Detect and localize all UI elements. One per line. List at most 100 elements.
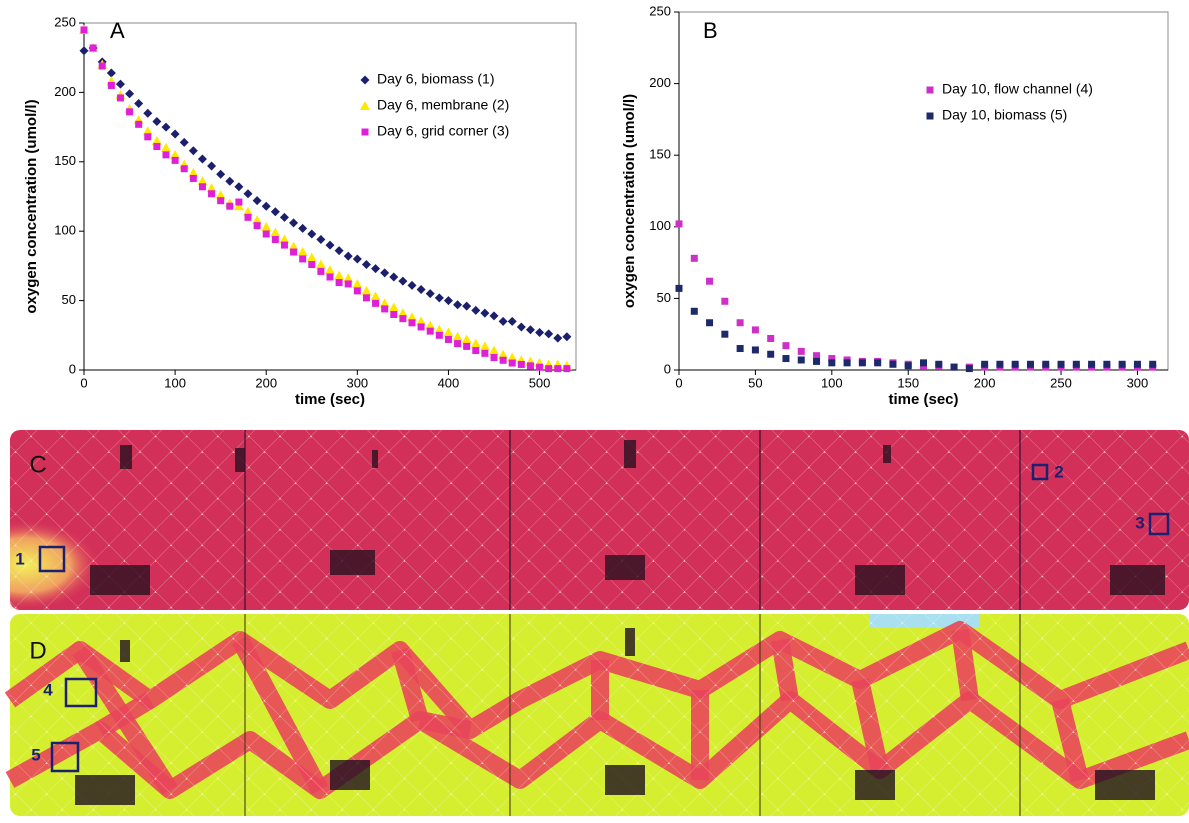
marker <box>161 122 171 132</box>
marker <box>706 277 714 285</box>
marker <box>162 151 170 159</box>
y-tick-label: 200 <box>649 75 671 90</box>
marker <box>107 81 115 89</box>
marker <box>335 279 343 287</box>
marker <box>261 201 271 211</box>
marker <box>261 222 272 232</box>
marker <box>380 268 390 278</box>
marker <box>425 289 435 299</box>
y-tick-label: 100 <box>649 218 671 233</box>
marker <box>1133 360 1141 368</box>
marker <box>197 176 208 186</box>
y-axis-title: oxygen concentration (umol/l) <box>23 99 40 313</box>
marker <box>206 183 217 193</box>
marker <box>399 315 407 323</box>
region-box <box>1031 463 1049 481</box>
x-tick-label: 200 <box>255 375 277 390</box>
marker <box>461 334 472 344</box>
marker <box>782 355 790 363</box>
marker <box>379 298 390 308</box>
region-box <box>1148 512 1170 536</box>
marker <box>751 346 759 354</box>
marker <box>797 356 805 364</box>
marker <box>125 89 135 99</box>
marker <box>98 62 106 70</box>
region-label: 3 <box>1135 513 1144 532</box>
y-tick-label: 250 <box>54 14 76 29</box>
marker <box>706 319 714 327</box>
marker <box>490 354 498 362</box>
marker <box>280 241 288 249</box>
marker <box>298 223 308 233</box>
marker <box>243 206 253 216</box>
marker <box>234 182 244 192</box>
legend-marker <box>926 112 934 120</box>
x-tick-label: 50 <box>748 375 762 390</box>
marker <box>920 359 927 367</box>
y-tick-label: 100 <box>54 223 76 238</box>
marker <box>507 352 518 362</box>
marker <box>517 360 525 368</box>
y-tick-label: 150 <box>54 153 76 168</box>
legend-marker <box>360 75 370 85</box>
marker <box>270 207 280 217</box>
marker <box>489 311 499 321</box>
image-panel-d <box>4 614 1189 816</box>
x-tick-label: 100 <box>821 375 843 390</box>
marker <box>299 255 307 263</box>
marker <box>290 248 298 256</box>
x-tick-label: 100 <box>164 375 186 390</box>
grid-texture <box>10 430 1189 610</box>
marker <box>443 327 454 337</box>
marker <box>553 333 563 343</box>
marker <box>479 341 490 351</box>
marker <box>171 156 179 164</box>
x-tick-label: 200 <box>974 375 996 390</box>
marker <box>454 340 462 348</box>
marker <box>244 213 252 221</box>
marker <box>306 252 317 262</box>
y-tick-label: 50 <box>62 292 76 307</box>
marker <box>507 316 517 326</box>
marker <box>198 183 206 191</box>
marker <box>115 79 125 89</box>
legend-text: Day 10, biomass (5) <box>942 107 1067 123</box>
marker <box>425 320 436 330</box>
marks <box>90 440 1165 595</box>
marker <box>462 301 472 311</box>
marker <box>408 319 416 327</box>
marker <box>828 359 836 367</box>
marker <box>308 261 316 269</box>
marker <box>904 362 912 370</box>
marker <box>372 299 380 307</box>
x-tick-label: 0 <box>675 375 682 390</box>
marker <box>545 365 553 373</box>
marker <box>434 324 445 334</box>
legend-text: Day 10, flow channel (4) <box>942 81 1093 97</box>
marker <box>950 363 958 371</box>
marker <box>407 280 417 290</box>
marker <box>170 149 181 159</box>
marker <box>126 108 134 116</box>
marker <box>217 197 225 205</box>
marker <box>252 215 263 225</box>
marker <box>1149 360 1157 368</box>
marker <box>1072 360 1080 368</box>
legend-marker <box>926 86 934 94</box>
marker <box>426 327 434 335</box>
marker <box>352 254 362 264</box>
marker <box>443 296 453 306</box>
panel-label: A <box>110 18 125 43</box>
marker <box>216 169 226 179</box>
marker <box>362 294 370 302</box>
marker <box>188 146 198 156</box>
marker <box>153 143 161 151</box>
marker <box>226 202 234 210</box>
marker <box>562 332 572 342</box>
marker <box>134 99 144 109</box>
x-tick-label: 500 <box>529 375 551 390</box>
marker <box>215 190 226 200</box>
marker <box>371 264 381 274</box>
marker <box>343 251 353 261</box>
marker <box>736 319 744 327</box>
